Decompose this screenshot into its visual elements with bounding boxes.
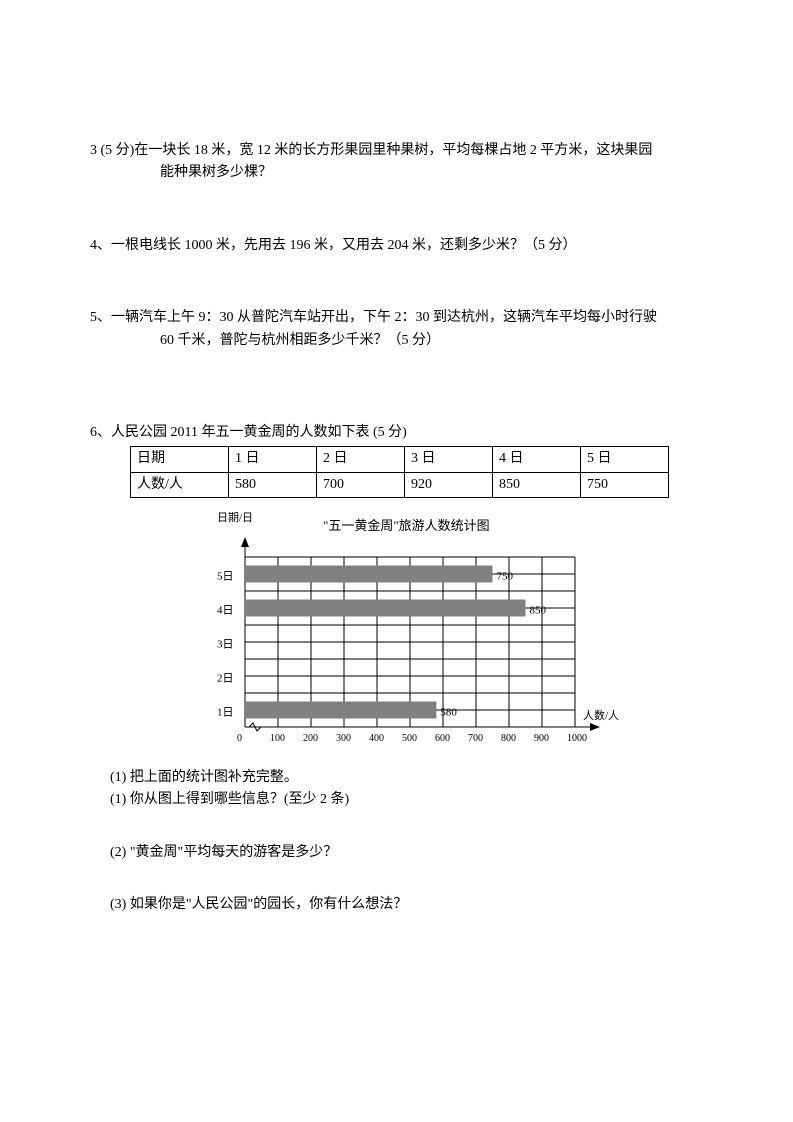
q6-sub3: (3) 如果你是"人民公园"的园长，你有什么想法？ [110, 894, 703, 916]
svg-text:200: 200 [303, 733, 318, 744]
question-3: 3 (5 分)在一块长 18 米，宽 12 米的长方形果园里种果树，平均每棵占地… [90, 140, 703, 185]
table-cell: 日期 [131, 447, 229, 472]
question-4: 4、一根电线长 1000 米，先用去 196 米，又用去 204 米，还剩多少米… [90, 235, 703, 257]
svg-text:580: 580 [440, 706, 457, 718]
svg-text:400: 400 [369, 733, 384, 744]
svg-text:3日: 3日 [217, 638, 234, 650]
chart-header: 日期/日 "五一黄金周"旅游人数统计图 [205, 510, 703, 537]
q3-line1: 3 (5 分)在一块长 18 米，宽 12 米的长方形果园里种果树，平均每棵占地… [90, 140, 703, 162]
svg-text:1000: 1000 [567, 733, 587, 744]
svg-text:900: 900 [534, 733, 549, 744]
svg-text:人数/人: 人数/人 [583, 709, 619, 722]
svg-text:100: 100 [270, 733, 285, 744]
table-row: 人数/人 580 700 920 850 750 [131, 472, 669, 497]
bar-chart: 750 850 580 1日 2日 3日 4日 5日 0 100 200 300 400 500 600 70… [205, 537, 645, 757]
svg-text:800: 800 [501, 733, 516, 744]
svg-text:1日: 1日 [217, 706, 234, 718]
chart-container: 日期/日 "五一黄金周"旅游人数统计图 750 850 580 1日 2日 3日 4日 5日 0… [205, 510, 703, 757]
chart-title: "五一黄金周"旅游人数统计图 [323, 516, 490, 537]
table-cell: 3 日 [405, 447, 493, 472]
table-cell: 750 [581, 472, 669, 497]
q5-line2: 60 千米，普陀与杭州相距多少千米？（5 分） [90, 330, 703, 352]
q5-line1: 5、一辆汽车上午 9：30 从普陀汽车站开出，下午 2：30 到达杭州，这辆汽车… [90, 307, 703, 329]
q6-sub1b: (1) 你从图上得到哪些信息？(至少 2 条) [110, 789, 703, 811]
svg-text:700: 700 [468, 733, 483, 744]
svg-text:4日: 4日 [217, 604, 234, 616]
page: 3 (5 分)在一块长 18 米，宽 12 米的长方形果园里种果树，平均每棵占地… [0, 0, 793, 1122]
q3-line2: 能种果树多少棵？ [90, 162, 703, 184]
q6-intro: 6、人民公园 2011 年五一黄金周的人数如下表 (5 分) [90, 422, 703, 444]
svg-text:0: 0 [237, 733, 242, 744]
question-5: 5、一辆汽车上午 9：30 从普陀汽车站开出，下午 2：30 到达杭州，这辆汽车… [90, 307, 703, 352]
question-6: 6、人民公园 2011 年五一黄金周的人数如下表 (5 分) 日期 1 日 2 … [90, 422, 703, 917]
q6-sub2: (2) "黄金周"平均每天的游客是多少？ [110, 842, 703, 864]
table-cell: 580 [229, 472, 317, 497]
svg-text:850: 850 [530, 604, 547, 616]
y-axis-label: 日期/日 [217, 510, 253, 528]
table-cell: 5 日 [581, 447, 669, 472]
svg-text:750: 750 [497, 570, 514, 582]
table-cell: 850 [493, 472, 581, 497]
q4-text: 4、一根电线长 1000 米，先用去 196 米，又用去 204 米，还剩多少米… [90, 235, 703, 257]
table-cell: 920 [405, 472, 493, 497]
table-cell: 700 [317, 472, 405, 497]
table-cell: 4 日 [493, 447, 581, 472]
svg-text:500: 500 [402, 733, 417, 744]
svg-text:300: 300 [336, 733, 351, 744]
table-cell: 人数/人 [131, 472, 229, 497]
svg-text:2日: 2日 [217, 672, 234, 684]
svg-text:600: 600 [435, 733, 450, 744]
data-table: 日期 1 日 2 日 3 日 4 日 5 日 人数/人 580 700 920 … [130, 446, 669, 498]
table-row: 日期 1 日 2 日 3 日 4 日 5 日 [131, 447, 669, 472]
table-cell: 2 日 [317, 447, 405, 472]
table-cell: 1 日 [229, 447, 317, 472]
svg-text:5日: 5日 [217, 570, 234, 582]
q6-sub1: (1) 把上面的统计图补充完整。 [110, 767, 703, 789]
